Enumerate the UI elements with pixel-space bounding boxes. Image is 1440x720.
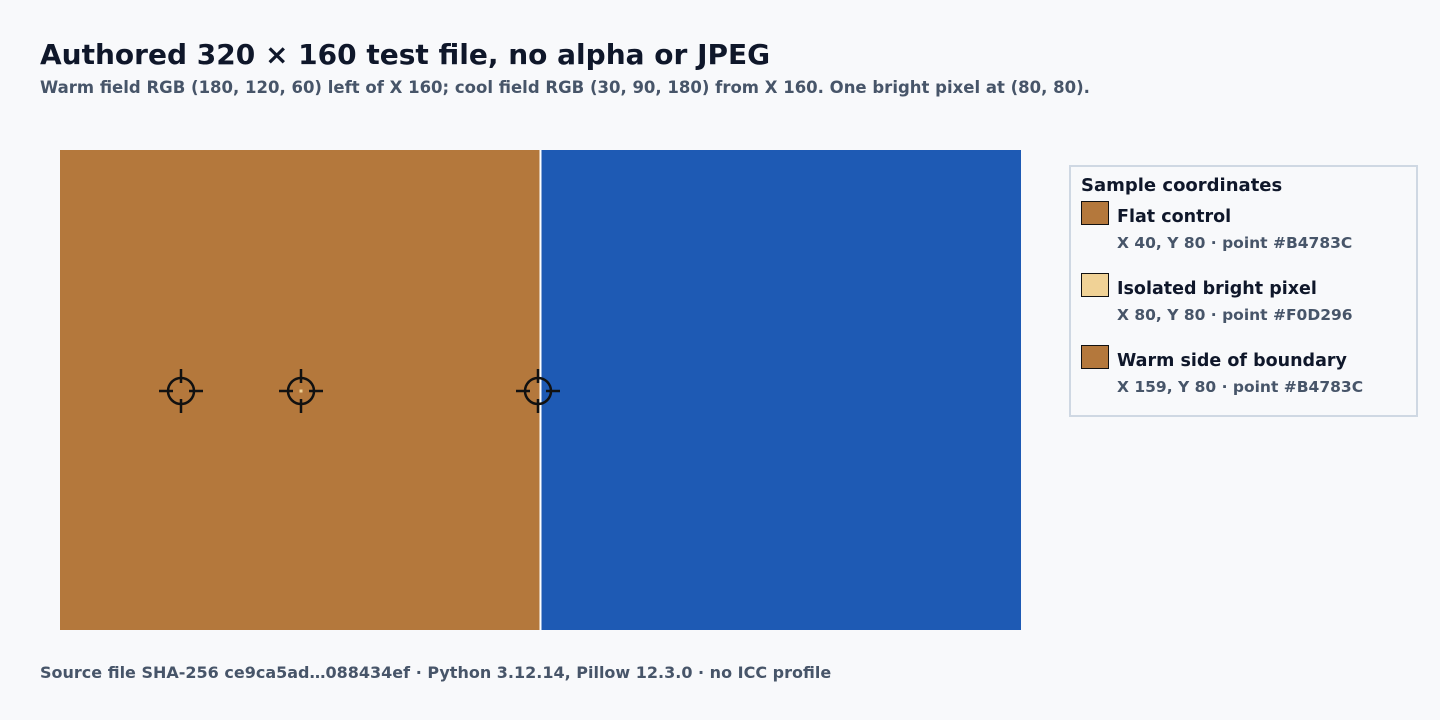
legend-label: Isolated bright pixel bbox=[1117, 279, 1317, 299]
legend-detail: X 159, Y 80 · point #B4783C bbox=[1117, 378, 1364, 396]
legend-title: Sample coordinates bbox=[1081, 175, 1283, 196]
legend-label: Flat control bbox=[1117, 207, 1232, 227]
legend-detail: X 40, Y 80 · point #B4783C bbox=[1117, 234, 1353, 252]
legend-swatch bbox=[1081, 201, 1109, 225]
footer: Source file SHA-256 ce9ca5ad…088434ef · … bbox=[40, 663, 832, 682]
bright-pixel bbox=[299, 389, 303, 393]
cool-field bbox=[541, 150, 1021, 630]
crosshair bbox=[516, 369, 560, 413]
legend-swatch bbox=[1081, 273, 1109, 297]
legend-label: Warm side of boundary bbox=[1117, 351, 1347, 371]
legend-detail: X 80, Y 80 · point #F0D296 bbox=[1117, 306, 1353, 324]
crosshair bbox=[159, 369, 203, 413]
legend-swatch bbox=[1081, 345, 1109, 369]
title: Authored 320 × 160 test file, no alpha o… bbox=[40, 38, 771, 71]
legend: Sample coordinates Flat control X 40, Y 8… bbox=[1069, 165, 1418, 417]
subtitle: Warm field RGB (180, 120, 60) left of X … bbox=[40, 78, 1090, 97]
crosshair bbox=[279, 369, 323, 413]
image-view bbox=[60, 150, 1021, 630]
